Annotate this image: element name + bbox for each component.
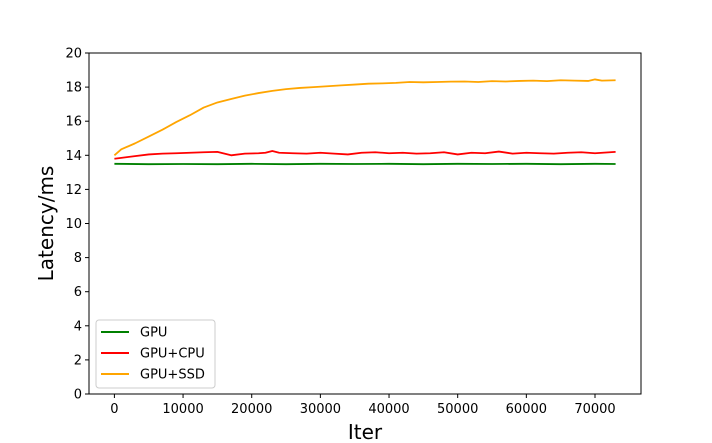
y-tick-label: 0 xyxy=(74,388,82,403)
legend-label: GPU+CPU xyxy=(140,347,205,362)
x-tick-label: 10000 xyxy=(162,402,203,417)
x-tick-label: 60000 xyxy=(506,402,547,417)
x-tick-label: 30000 xyxy=(300,402,341,417)
legend: GPU GPU+CPU GPU+SSD xyxy=(95,319,216,389)
x-axis-label: Iter xyxy=(348,420,383,443)
x-axis: 0 10000 20000 30000 40000 50000 60000 70000 xyxy=(110,394,616,417)
y-tick-label: 4 xyxy=(74,319,82,334)
y-tick-label: 2 xyxy=(74,353,82,368)
x-tick-label: 0 xyxy=(110,402,118,417)
legend-label: GPU xyxy=(140,326,167,341)
y-tick-label: 14 xyxy=(65,149,82,164)
series-layer xyxy=(113,78,616,166)
series-line-gpu-cpu xyxy=(114,150,616,160)
y-tick-label: 18 xyxy=(65,81,82,96)
y-tick-label: 6 xyxy=(74,285,82,300)
legend-label: GPU+SSD xyxy=(140,368,205,383)
y-axis-label: Latency/ms xyxy=(34,166,58,282)
y-tick-label: 16 xyxy=(65,115,82,130)
y-tick-label: 8 xyxy=(74,251,82,266)
legend-entry: GPU xyxy=(101,326,167,341)
x-tick-label: 40000 xyxy=(368,402,409,417)
series-line-gpu-ssd xyxy=(113,78,616,156)
legend-entry: GPU+CPU xyxy=(101,347,205,362)
y-tick-label: 12 xyxy=(65,183,82,198)
legend-box xyxy=(95,319,216,389)
y-axis: 0 2 4 6 8 10 12 14 16 18 20 xyxy=(65,47,89,403)
x-tick-label: 70000 xyxy=(574,402,615,417)
y-tick-label: 10 xyxy=(65,217,82,232)
y-tick-label: 20 xyxy=(65,47,82,62)
legend-entry: GPU+SSD xyxy=(101,368,205,383)
x-tick-label: 50000 xyxy=(437,402,478,417)
x-tick-label: 20000 xyxy=(231,402,272,417)
